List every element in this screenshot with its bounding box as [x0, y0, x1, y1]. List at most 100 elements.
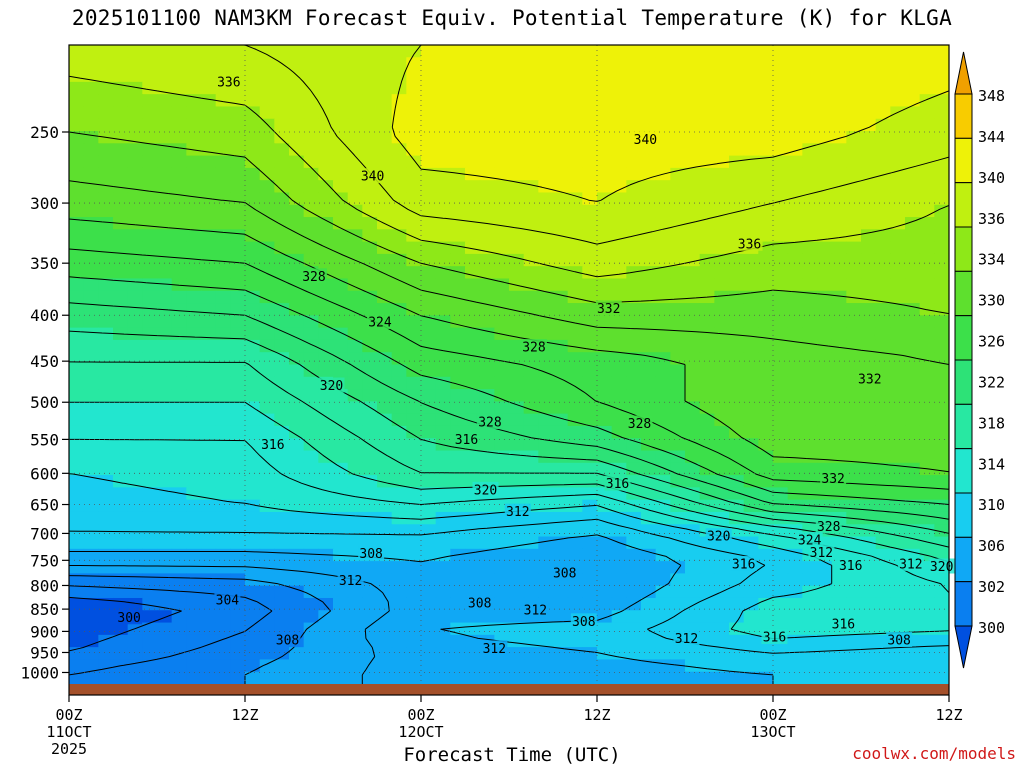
- field-cell: [406, 561, 422, 575]
- field-cell: [98, 597, 114, 611]
- field-cell: [685, 438, 701, 452]
- field-cell: [83, 610, 99, 624]
- field-cell: [333, 511, 349, 525]
- field-cell: [245, 475, 261, 488]
- field-cell: [787, 413, 803, 427]
- field-cell: [919, 634, 935, 648]
- field-cell: [582, 438, 598, 452]
- field-cell: [919, 118, 935, 132]
- field-cell: [523, 241, 539, 255]
- field-cell: [626, 573, 642, 587]
- field-cell: [919, 610, 935, 624]
- field-cell: [553, 290, 569, 304]
- field-cell: [699, 45, 715, 58]
- field-cell: [289, 94, 305, 108]
- field-cell: [274, 425, 290, 439]
- field-cell: [186, 401, 202, 415]
- y-tick-label: 300: [30, 194, 59, 213]
- field-cell: [875, 192, 891, 206]
- field-cell: [127, 253, 143, 267]
- field-cell: [787, 425, 803, 439]
- field-cell: [465, 192, 481, 206]
- field-cell: [186, 315, 202, 329]
- field-cell: [465, 671, 481, 685]
- field-cell: [171, 573, 187, 587]
- field-cell: [597, 548, 613, 562]
- field-cell: [215, 622, 231, 636]
- field-cell: [186, 364, 202, 378]
- field-cell: [83, 401, 99, 415]
- field-cell: [567, 94, 583, 108]
- field-cell: [465, 45, 481, 58]
- field-cell: [582, 180, 598, 194]
- field-cell: [127, 241, 143, 255]
- field-cell: [289, 438, 305, 452]
- field-cell: [567, 524, 583, 538]
- field-cell: [655, 561, 671, 575]
- field-cell: [215, 487, 231, 501]
- field-cell: [846, 487, 862, 501]
- field-cell: [127, 450, 143, 464]
- field-cell: [230, 217, 246, 230]
- field-cell: [274, 413, 290, 427]
- field-cell: [303, 438, 319, 452]
- field-cell: [582, 487, 598, 501]
- field-cell: [729, 524, 745, 538]
- field-cell: [347, 94, 363, 108]
- field-cell: [421, 389, 437, 402]
- field-cell: [362, 450, 378, 464]
- field-cell: [729, 585, 745, 599]
- field-cell: [919, 229, 935, 243]
- field-cell: [729, 217, 745, 230]
- field-cell: [641, 106, 657, 120]
- field-cell: [905, 487, 921, 501]
- field-cell: [406, 167, 422, 181]
- field-cell: [905, 106, 921, 120]
- field-cell: [567, 204, 583, 218]
- field-cell: [347, 487, 363, 501]
- field-cell: [303, 462, 319, 476]
- field-cell: [142, 376, 158, 390]
- field-cell: [919, 413, 935, 427]
- field-cell: [611, 622, 627, 636]
- field-cell: [421, 487, 437, 501]
- field-cell: [641, 253, 657, 267]
- field-cell: [758, 401, 774, 415]
- field-cell: [890, 524, 906, 538]
- field-cell: [171, 118, 187, 132]
- field-cell: [171, 143, 187, 157]
- field-cell: [509, 315, 525, 329]
- field-cell: [171, 401, 187, 415]
- field-cell: [655, 524, 671, 538]
- field-cell: [641, 94, 657, 108]
- field-cell: [171, 389, 187, 402]
- field-cell: [655, 401, 671, 415]
- field-cell: [259, 561, 275, 575]
- field-cell: [538, 499, 554, 513]
- field-cell: [303, 45, 319, 58]
- field-cell: [157, 376, 173, 390]
- field-cell: [142, 45, 158, 58]
- field-cell: [186, 278, 202, 292]
- field-cell: [113, 499, 129, 513]
- field-cell: [905, 339, 921, 353]
- field-cell: [303, 561, 319, 575]
- field-cell: [142, 229, 158, 243]
- field-cell: [201, 401, 217, 415]
- field-cell: [347, 217, 363, 230]
- field-cell: [127, 143, 143, 157]
- field-cell: [743, 425, 759, 439]
- field-cell: [406, 106, 422, 120]
- field-cell: [171, 438, 187, 452]
- field-cell: [553, 180, 569, 194]
- field-cell: [817, 143, 833, 157]
- field-cell: [347, 462, 363, 476]
- field-cell: [69, 278, 85, 292]
- contour-label-bg: [705, 528, 732, 544]
- field-cell: [113, 389, 129, 402]
- field-cell: [259, 290, 275, 304]
- field-cell: [318, 597, 334, 611]
- field-cell: [450, 561, 466, 575]
- field-cell: [655, 610, 671, 624]
- contour-label: 312: [897, 555, 924, 572]
